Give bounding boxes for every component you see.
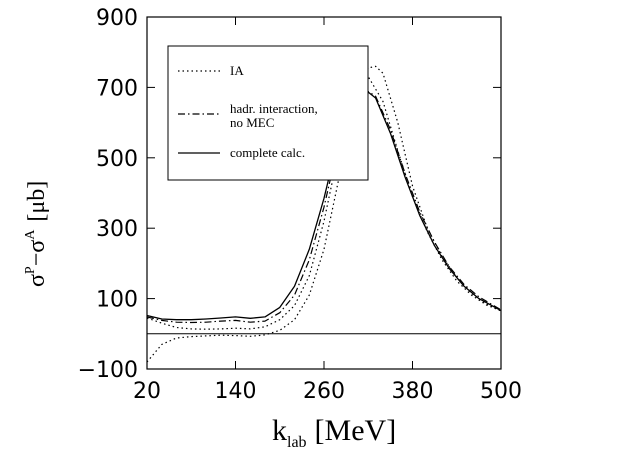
y-tick-label: 500 [96,147,138,172]
y-tick-label: 700 [96,76,138,101]
x-tick-label: 140 [215,379,257,404]
y-tick-label: 900 [96,6,138,31]
y-axis-title-sup1: P [23,266,38,274]
x-axis-title: klab [MeV] [272,414,396,449]
legend-label: complete calc. [230,145,305,160]
y-tick-label: 300 [96,217,138,242]
legend-entries: IA hadr. interaction,no MEC complete calc. [178,63,318,160]
legend-label: IA [230,63,244,78]
x-tick-label: 380 [392,379,434,404]
x-axis-title-main: k [272,414,287,447]
x-tick-label: 500 [480,379,522,404]
series-line-1 [146,65,502,363]
legend-box [167,45,369,181]
y-tick-label: −100 [78,358,138,383]
legend-label: hadr. interaction, [230,101,318,116]
y-axis-title-sup2: A [23,229,38,240]
x-axis-title-unit: [MeV] [315,414,397,447]
series-line-3 [146,88,502,324]
legend: IA hadr. interaction,no MEC complete calc. [167,45,369,181]
tick-layer: 20 140 260 380 500 900 700 500 300 100 −100 [78,6,522,404]
x-tick-label: 20 [133,379,161,404]
legend-label: no MEC [230,115,274,130]
x-tick-label: 260 [303,379,345,404]
y-axis-title-unit: [μb] [24,181,50,222]
y-tick-label: 100 [96,288,138,313]
x-axis-title-sub: lab [287,434,307,449]
y-axis-title: σP−σA [μb] [23,181,50,287]
series-layer [146,65,502,363]
series-line-4 [146,88,502,321]
y-axis-title-main: σ [24,274,50,287]
y-axis-title-dash: −σ [24,240,50,267]
